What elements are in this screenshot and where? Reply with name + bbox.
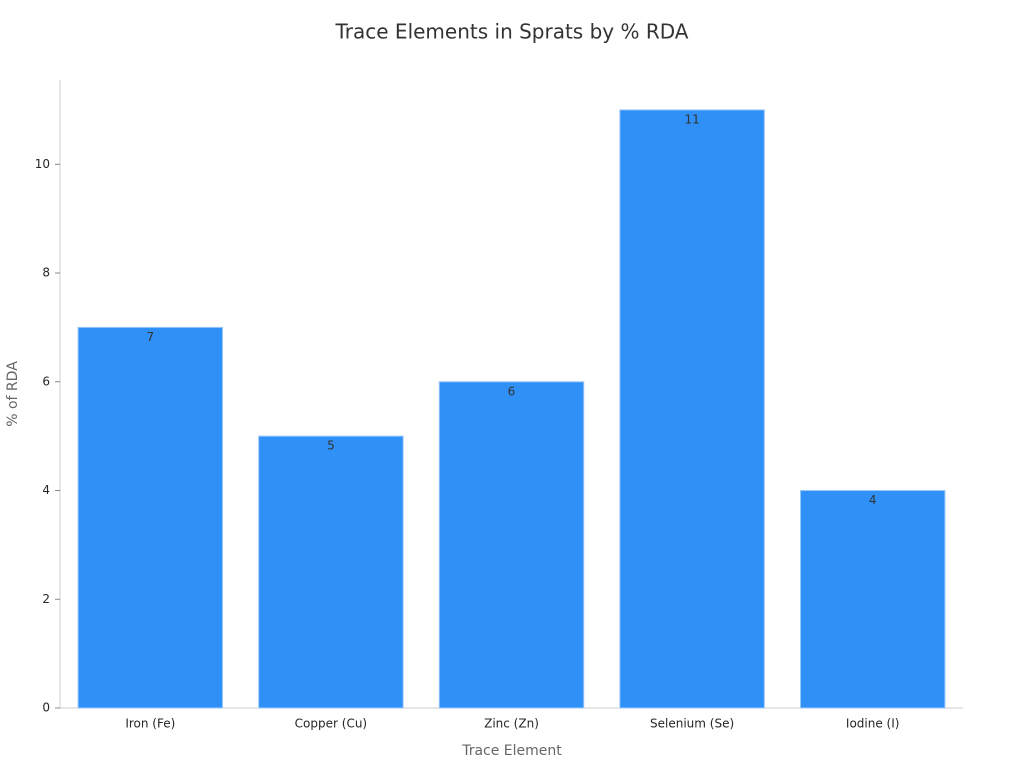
y-tick-label: 6 bbox=[42, 374, 50, 388]
bar bbox=[438, 381, 585, 709]
y-tick-label: 4 bbox=[42, 483, 50, 497]
x-tick-label: Zinc (Zn) bbox=[484, 717, 539, 731]
value-label: 4 bbox=[869, 493, 877, 507]
bar bbox=[799, 490, 946, 709]
chart-title: Trace Elements in Sprats by % RDA bbox=[335, 20, 689, 44]
x-axis-title: Trace Element bbox=[461, 743, 562, 759]
value-label: 11 bbox=[684, 112, 699, 126]
x-tick-label: Iodine (I) bbox=[846, 717, 900, 731]
value-label: 6 bbox=[508, 384, 516, 398]
y-axis-title: % of RDA bbox=[5, 361, 21, 427]
x-tick-label: Copper (Cu) bbox=[295, 717, 367, 731]
value-label: 5 bbox=[327, 439, 335, 453]
value-label: 7 bbox=[146, 330, 154, 344]
y-tick-label: 8 bbox=[42, 266, 50, 280]
y-tick-label: 2 bbox=[42, 592, 50, 606]
bar bbox=[619, 109, 765, 709]
x-tick-label: Selenium (Se) bbox=[650, 717, 734, 731]
bar bbox=[258, 435, 404, 709]
x-tick-label: Iron (Fe) bbox=[125, 717, 175, 731]
y-tick-label: 10 bbox=[35, 157, 50, 171]
y-tick-label: 0 bbox=[42, 701, 50, 715]
bar bbox=[77, 326, 224, 709]
